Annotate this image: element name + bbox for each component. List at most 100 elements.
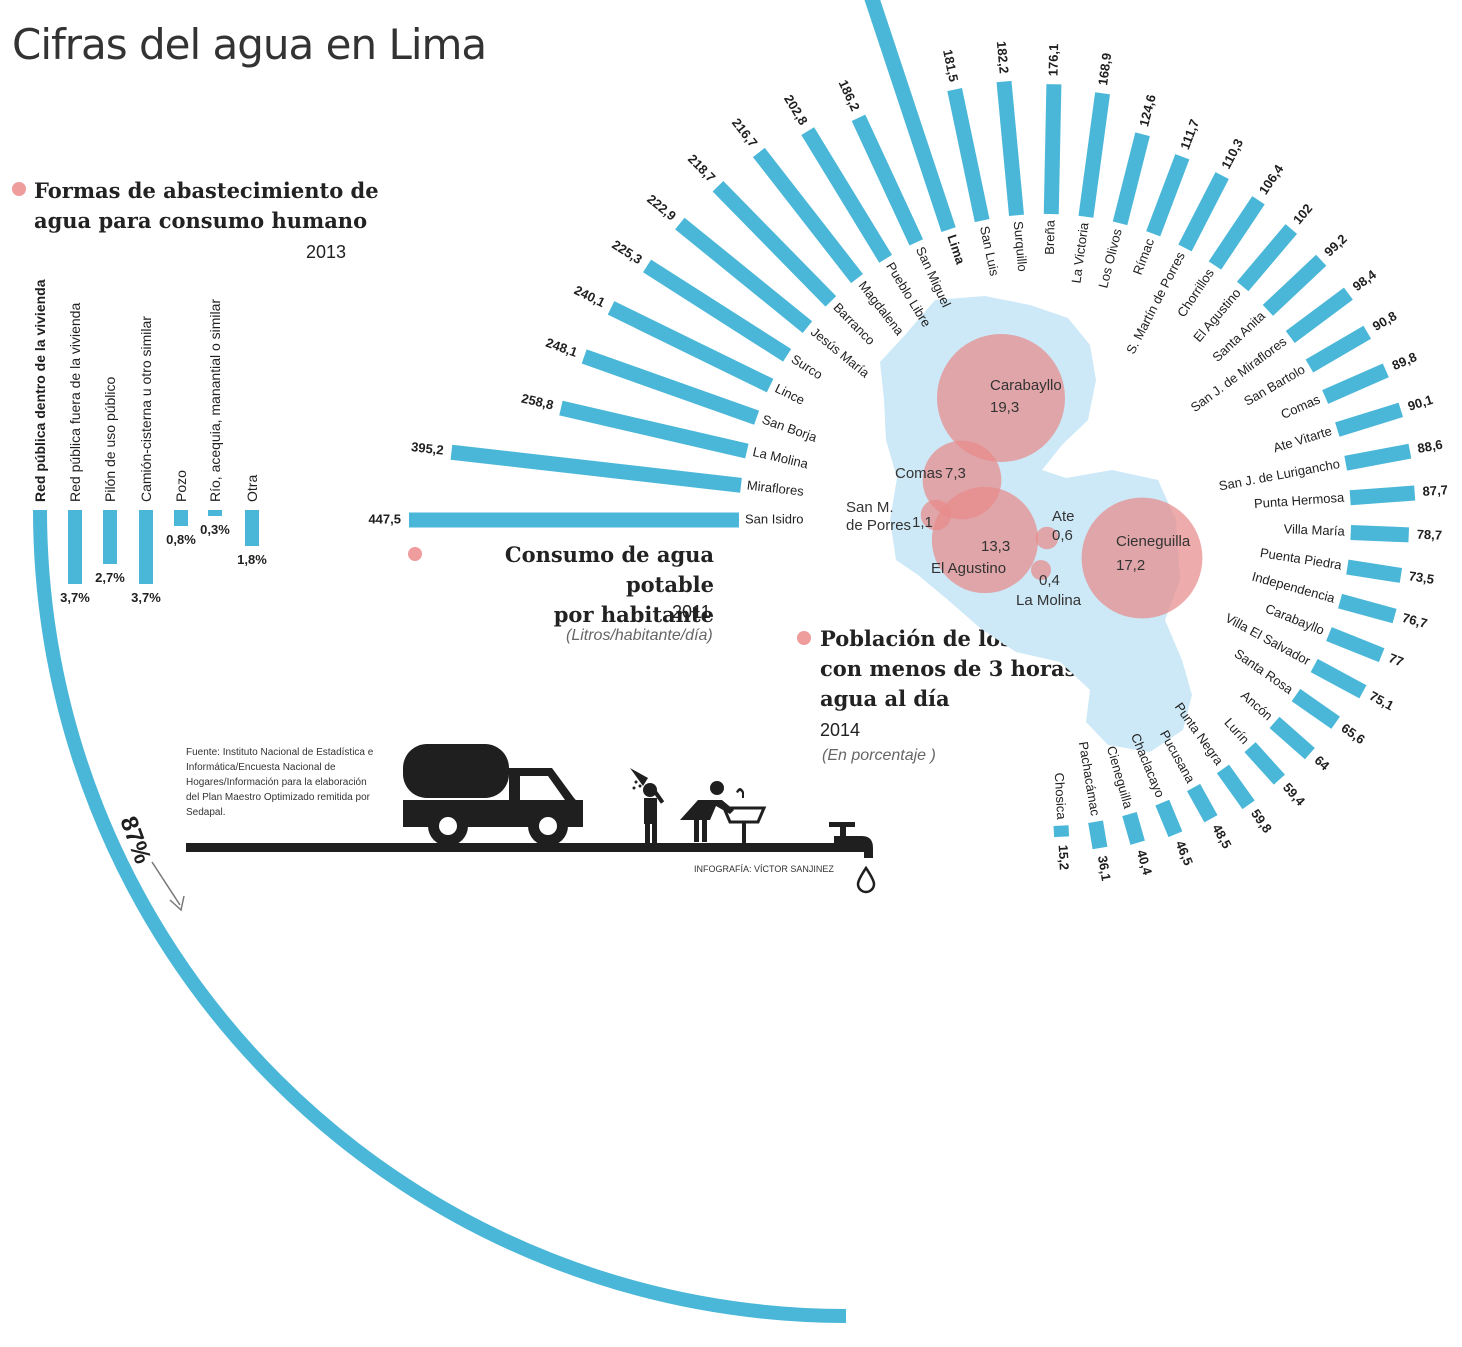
consumption-category-label: Carabayllo [1263, 601, 1326, 638]
supply-title-line2: agua para consumo humano [34, 208, 368, 233]
consumption-category-label: Ancón [1238, 688, 1276, 724]
supply-bar [174, 510, 188, 526]
consumption-category-label: La Victoria [1068, 221, 1091, 284]
consumption-bar [675, 217, 813, 333]
consumption-value-label: 186,2 [836, 77, 863, 113]
consumption-value-label: 182,2 [994, 40, 1012, 74]
consumption-bar [1244, 742, 1285, 785]
population-category-label: Ate [1052, 508, 1075, 525]
supply-section-title: Formas de abastecimiento de agua para co… [34, 176, 379, 236]
consumption-category-label: Puenta Piedra [1259, 545, 1343, 573]
consumption-bullet-dot [408, 547, 422, 561]
consumption-value-label: 59,4 [1280, 780, 1309, 809]
consumption-value-label: 248,1 [544, 335, 580, 360]
supply-bar [33, 509, 847, 1323]
consumption-value-label: 168,9 [1095, 52, 1114, 86]
consumption-bar [1291, 688, 1340, 729]
consumption-bar [581, 349, 760, 425]
consumption-category-label: Los Olivos [1095, 227, 1125, 290]
consumption-bar [851, 114, 924, 246]
consumption-bar [1344, 443, 1412, 471]
consumption-bar [450, 444, 742, 493]
consumption-value-label: 216,7 [729, 115, 761, 150]
consumption-bar [607, 301, 774, 393]
consumption-title-line1: Consumo de agua potable [504, 542, 714, 597]
consumption-category-label: San Luis [977, 225, 1002, 278]
consumption-bar [1262, 254, 1327, 316]
consumption-bar [1305, 325, 1372, 373]
water-drop-icon [856, 865, 876, 894]
consumption-category-label: Independencia [1250, 569, 1337, 606]
population-category-label: Cieneguilla [1116, 533, 1191, 550]
consumption-bar [712, 180, 837, 307]
consumption-category-label: Lince [773, 381, 808, 408]
population-circle [1081, 497, 1203, 619]
consumption-bar [1216, 764, 1255, 810]
supply-category-label: Red pública fuera de la vivienda [67, 303, 83, 502]
population-category-label: San M. de Porres [846, 499, 911, 534]
population-year: 2014 [820, 720, 861, 740]
consumption-bar [1350, 525, 1410, 543]
faucet-icon [829, 822, 873, 858]
consumption-value-label: 64 [1312, 753, 1333, 774]
consumption-value-label: 75,1 [1367, 688, 1396, 713]
consumption-bar [1285, 287, 1353, 344]
population-circle [931, 486, 1039, 594]
consumption-value-label: 98,4 [1350, 266, 1380, 294]
population-category-label: Carabayllo [990, 377, 1062, 394]
consumption-bar [1326, 627, 1385, 663]
consumption-value-label: 202,8 [781, 92, 811, 128]
consumption-bar [643, 259, 792, 362]
consumption-value-label: 36,1 [1095, 855, 1114, 882]
population-value-label: 0,4 [1039, 572, 1060, 589]
consumption-category-label: Miraflores [746, 477, 805, 498]
supply-category-label: Pilón de uso público [102, 376, 118, 502]
population-value-label: 7,3 [945, 465, 966, 482]
source-note: Fuente: Instituto Nacional de Estadístic… [186, 747, 374, 818]
consumption-value-label: 240,1 [572, 282, 608, 310]
consumption-bar [1088, 820, 1108, 850]
consumption-value-label: 225,3 [609, 237, 645, 267]
consumption-value-label: 181,5 [940, 48, 961, 83]
consumption-value-label: 73,5 [1408, 568, 1435, 587]
consumption-category-label: Pachacámac [1076, 740, 1103, 817]
consumption-bar [1053, 825, 1070, 838]
consumption-category-label: Punta Hermosa [1253, 490, 1345, 512]
supply-bar [208, 510, 222, 516]
supply-value-label: 2,7% [95, 570, 125, 585]
population-bullet-dot [797, 631, 811, 645]
supply-bullet-dot [12, 182, 26, 196]
consumption-bar [1078, 92, 1110, 218]
population-unit: (En porcentaje ) [822, 747, 936, 764]
consumption-value-label: 447,5 [368, 511, 401, 526]
consumption-category-label: Comas [1279, 391, 1323, 421]
page-title: Cifras del agua en Lima [12, 20, 487, 69]
consumption-value-label: 176,1 [1046, 44, 1062, 77]
consumption-value-label: 90,1 [1406, 392, 1435, 414]
supply-category-label: Red pública dentro de la vivienda [32, 279, 48, 502]
consumption-value-label: 395,2 [410, 439, 444, 458]
consumption-bar [1346, 559, 1403, 583]
consumption-value-label: 88,6 [1416, 437, 1444, 456]
consumption-bar [1155, 799, 1183, 838]
consumption-value-label: 106,4 [1256, 161, 1287, 197]
consumption-bar [559, 400, 749, 459]
consumption-bar [1310, 658, 1367, 699]
supply-category-label: Otra [244, 475, 260, 502]
consumption-value-label: 76,7 [1401, 610, 1429, 631]
consumption-value-label: 218,7 [685, 151, 718, 185]
consumption-value-label: 40,4 [1134, 848, 1156, 877]
population-value-label: 19,3 [990, 399, 1019, 416]
consumption-category-label: Cieneguilla [1104, 744, 1136, 811]
consumption-category-label: Lima [944, 233, 968, 267]
consumption-bar [947, 87, 990, 223]
consumption-title-line2: por habitante [553, 602, 714, 627]
consumption-value-label: 77 [1387, 650, 1406, 669]
consumption-bar [1269, 716, 1315, 760]
consumption-year: 2011 [672, 602, 711, 622]
supply-value-label: 1,8% [237, 552, 267, 567]
shower-icon [630, 768, 665, 843]
consumption-bar [1112, 132, 1150, 226]
consumption-value-label: 87,7 [1422, 482, 1448, 499]
consumption-bar [864, 0, 956, 232]
